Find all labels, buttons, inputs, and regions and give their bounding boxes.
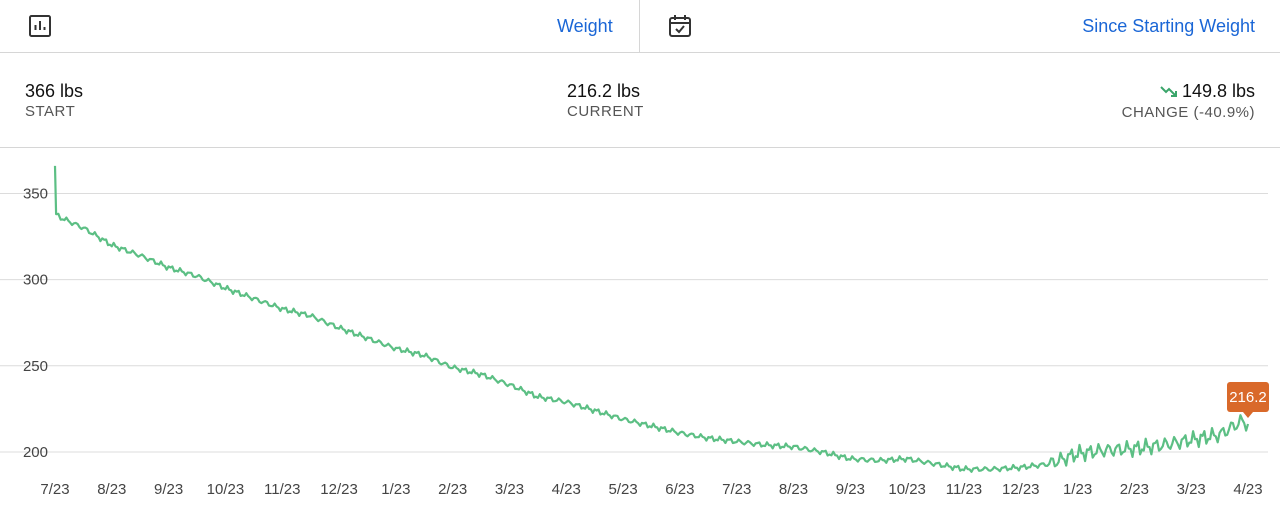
x-tick-label: 6/23 — [665, 481, 694, 498]
x-tick-label: 7/23 — [722, 481, 751, 498]
last-point-marker: 216.2 — [1227, 382, 1269, 419]
weight-series-line — [53, 165, 1250, 473]
calendar-check-icon[interactable] — [667, 13, 693, 39]
y-tick-label: 300 — [23, 272, 48, 289]
toolbar: Weight Since Starting Weight — [0, 0, 1280, 53]
x-tick-label: 12/23 — [320, 481, 358, 498]
last-point-pointer — [1243, 412, 1253, 419]
x-tick-label: 3/23 — [495, 481, 524, 498]
y-tick-label: 200 — [23, 444, 48, 461]
current-label: CURRENT — [567, 103, 644, 120]
range-selector[interactable]: Since Starting Weight — [1082, 16, 1255, 36]
x-tick-label: 1/23 — [381, 481, 410, 498]
start-value: 366 lbs — [25, 81, 84, 101]
x-tick-label: 12/23 — [1002, 481, 1040, 498]
stat-start: 366 lbs START — [25, 80, 83, 122]
change-value: 149.8 lbs — [1181, 81, 1255, 101]
y-tick-label: 250 — [23, 358, 48, 375]
x-tick-label: 4/23 — [552, 481, 581, 498]
x-tick-label: 1/23 — [1063, 481, 1092, 498]
trending-down-icon — [1160, 81, 1178, 103]
x-tick-label: 11/23 — [946, 481, 982, 498]
x-tick-label: 9/23 — [154, 481, 183, 498]
weight-chart[interactable]: 200 250 300 350 7/23 8/23 9/23 10/23 11/23 12/23… — [0, 149, 1280, 524]
toolbar-divider — [639, 0, 640, 53]
x-tick-label: 10/23 — [888, 481, 926, 498]
bar-chart-icon[interactable] — [27, 13, 53, 39]
x-tick-label: 11/23 — [264, 481, 300, 498]
x-tick-label: 5/23 — [608, 481, 637, 498]
x-tick-label: 8/23 — [97, 481, 126, 498]
start-label: START — [25, 103, 76, 120]
last-point-label: 216.2 — [1229, 389, 1267, 406]
last-point-badge — [1227, 382, 1269, 413]
x-tick-label: 2/23 — [1120, 481, 1149, 498]
x-tick-label: 3/23 — [1177, 481, 1206, 498]
x-tick-label: 9/23 — [836, 481, 865, 498]
stat-current: 216.2 lbs CURRENT — [567, 80, 644, 122]
x-tick-label: 8/23 — [779, 481, 808, 498]
stats-summary: 366 lbs START 216.2 lbs CURRENT 149.8 lb… — [0, 54, 1280, 148]
current-value: 216.2 lbs — [567, 81, 641, 101]
change-value-row: 149.8 lbs — [1122, 80, 1255, 103]
x-tick-label: 2/23 — [438, 481, 467, 498]
metric-selector[interactable]: Weight — [557, 16, 613, 36]
x-tick-label: 7/23 — [40, 481, 69, 498]
x-tick-label: 10/23 — [207, 481, 245, 498]
y-tick-label: 350 — [23, 185, 48, 202]
stat-change: 149.8 lbs CHANGE (-40.9%) — [1122, 80, 1255, 123]
change-label: CHANGE (-40.9%) — [1121, 104, 1255, 121]
x-tick-label: 4/23 — [1233, 481, 1262, 498]
